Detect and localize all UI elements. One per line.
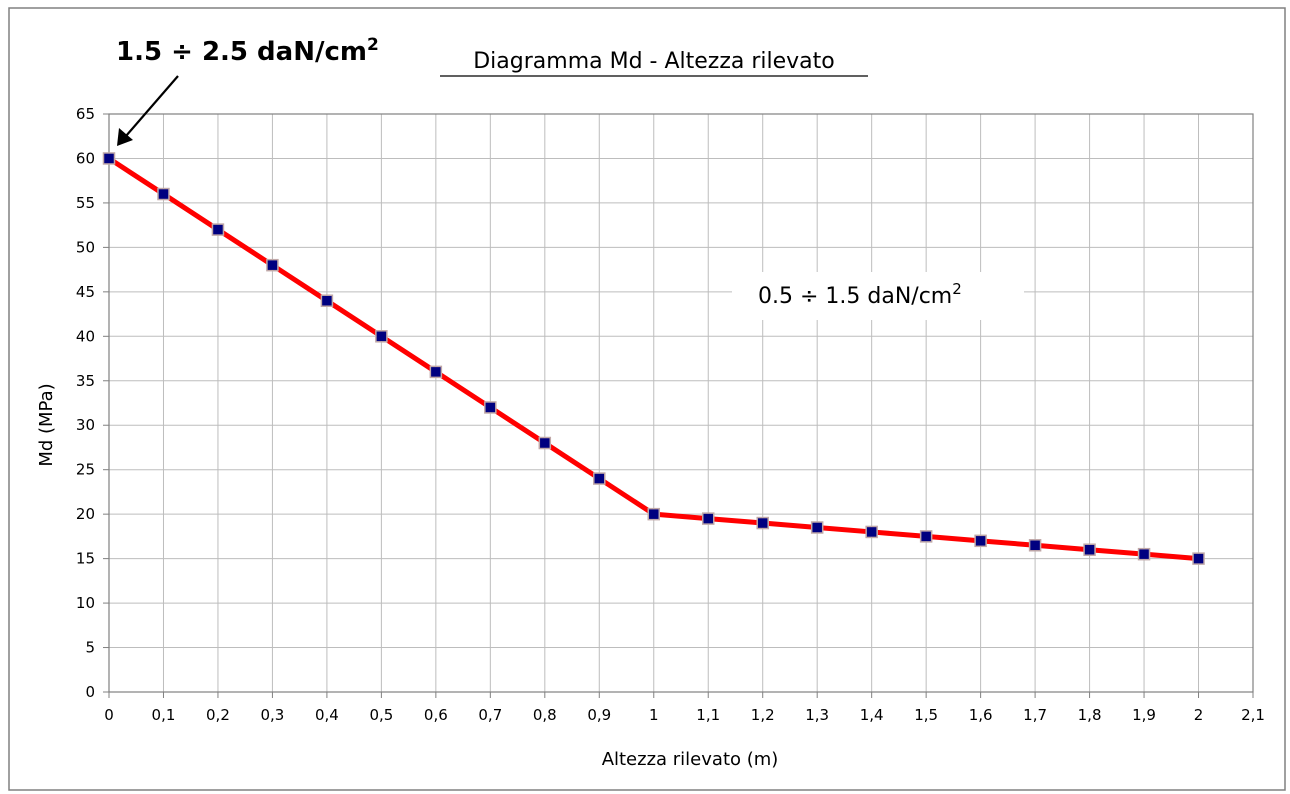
y-axis-title: Md (MPa) [36,383,57,466]
data-point [919,530,933,543]
x-tick-label: 1,4 [860,706,884,724]
x-tick-label: 0,4 [315,706,339,724]
x-tick-label: 0,8 [533,706,557,724]
data-point [810,521,824,534]
annotation-1-text: 1.5 ÷ 2.5 daN/cm [116,37,367,67]
x-tick-label: 0,5 [369,706,393,724]
data-point [429,365,443,379]
y-tick-label: 40 [76,327,95,345]
annotation-arrow [117,75,179,146]
y-tick-label: 50 [76,238,95,256]
annotation-1: 1.5 ÷ 2.5 daN/cm2 [116,35,379,67]
x-axis-title: Altezza rilevato (m) [602,749,779,770]
data-point [1083,543,1096,556]
data-point [701,512,715,525]
plot-area-border [108,113,1254,693]
x-tick-label: 0,2 [206,706,230,724]
data-point [102,152,116,165]
annotation-2: 0.5 ÷ 1.5 daN/cm2 [758,280,962,309]
data-point [538,436,552,450]
x-tick-label: 0,3 [260,706,284,724]
annotation-2-superscript: 2 [952,280,962,298]
y-tick-label: 55 [76,194,95,212]
y-tick-label: 15 [76,550,95,568]
data-point [756,516,769,530]
y-tick-label: 35 [76,372,95,390]
data-point [157,187,170,201]
data-point [211,223,225,236]
x-tick-label: 1 [649,706,659,724]
x-tick-label: 0,7 [478,706,502,724]
data-point [375,330,388,343]
x-tick-label: 1,6 [969,706,993,724]
data-point [647,507,661,521]
y-tick-label: 5 [85,639,95,657]
annotation-1-superscript: 2 [367,35,379,55]
y-tick-label: 45 [76,283,95,301]
y-tick-label: 25 [76,461,95,479]
data-point [974,534,987,548]
series-layer [102,152,1205,565]
data-point [266,258,279,272]
x-tick-label: 0,9 [587,706,611,724]
x-tick-labels: 0 0,1 0,2 0,3 0,4 0,5 0,6 0,7 0,8 0,9 1 1,1 1,2 1,3 1,… [104,706,1265,724]
y-tick-label: 60 [76,149,95,167]
data-point [593,472,606,485]
y-tick-label: 20 [76,505,95,523]
y-tick-label: 10 [76,594,95,612]
data-point [1137,547,1151,561]
frame [8,7,1286,791]
x-tick-label: 0,6 [424,706,448,724]
y-tick-labels: 0 5 10 15 20 25 30 35 40 45 50 55 60 65 [76,105,95,701]
data-point [1192,552,1205,565]
x-tick-label: 1,5 [914,706,938,724]
data-point [320,294,334,307]
x-tick-label: 0 [104,706,114,724]
data-point [484,401,497,414]
x-tick-label: 1,8 [1078,706,1102,724]
x-tick-label: 1,3 [805,706,829,724]
x-tick-label: 1,2 [751,706,775,724]
x-tick-label: 1,1 [696,706,720,724]
y-tick-label: 30 [76,416,95,434]
annotation-2-text: 0.5 ÷ 1.5 daN/cm [758,284,952,309]
data-point [1028,539,1042,552]
y-tick-label: 65 [76,105,95,123]
x-tick-label: 1,9 [1132,706,1156,724]
x-tick-label: 2 [1194,706,1204,724]
data-point [865,525,878,539]
x-tick-label: 2,1 [1241,706,1265,724]
annotation-2-background [732,272,1024,320]
x-tick-label: 1,7 [1023,706,1047,724]
y-tick-label: 0 [85,683,95,701]
x-tick-label: 0,1 [152,706,176,724]
axes-layer [103,113,1254,698]
chart-title: Diagramma Md - Altezza rilevato [473,49,835,74]
